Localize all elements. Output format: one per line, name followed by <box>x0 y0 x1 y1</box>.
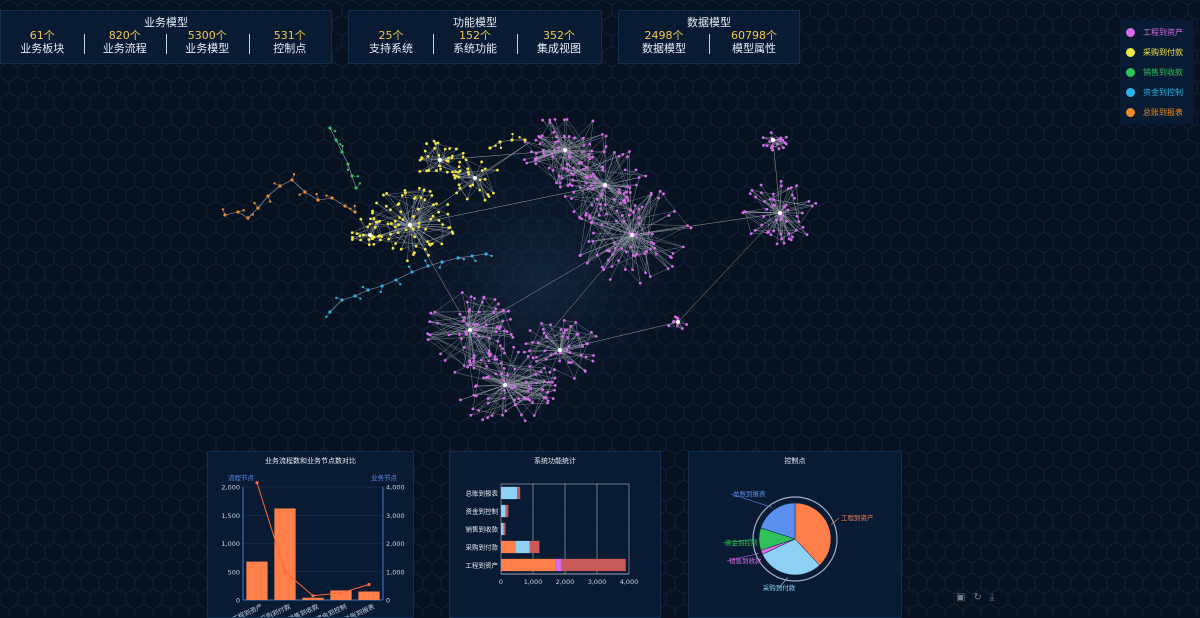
pie-slice-label: 工程到资产 <box>841 513 874 522</box>
x-tick-label: 0 <box>499 578 503 586</box>
y-left-tick-label: 500 <box>228 568 240 576</box>
bar <box>358 592 379 600</box>
y-tick-label: 总账到报表 <box>466 489 499 498</box>
graph-toolbar: ▣ ↻ ⤓ <box>956 592 994 603</box>
y-right-tick-label: 0 <box>386 597 390 605</box>
x-tick-label: 销售到收款 <box>287 601 321 617</box>
bar-segment <box>501 523 504 535</box>
bar-segment <box>501 487 517 499</box>
y-right-tick-label: 4,000 <box>386 484 405 492</box>
y-left-tick-label: 2,000 <box>221 484 240 492</box>
graph-links <box>223 119 816 420</box>
process-node-chart: 0 500 1,000 1,500 2,000 0 1,000 2,000 3,000 4,000… <box>208 452 413 617</box>
line-point <box>283 570 286 573</box>
x-tick-label: 总账到报表 <box>343 601 377 617</box>
x-tick-label: 2,000 <box>556 578 575 586</box>
bar <box>274 508 295 600</box>
y-right-tick-label: 1,000 <box>386 568 405 576</box>
line-point <box>311 594 314 597</box>
bar-segment <box>530 541 540 553</box>
system-function-chart: 0 1,000 2,000 3,000 4,000 工程到资产 采购到付款 销售到收款 资金到控… <box>450 452 660 617</box>
network-graph[interactable] <box>0 0 1200 450</box>
pie-slice-label: 销售到收款 <box>729 556 762 565</box>
bar-segment <box>504 523 506 535</box>
y-tick-label: 采购到付款 <box>466 543 499 552</box>
graph-nodes <box>222 118 818 422</box>
bar <box>246 562 267 600</box>
y-right-tick-label: 2,000 <box>386 540 405 548</box>
bar-segment <box>506 505 509 517</box>
bar <box>302 598 323 600</box>
bar-segment <box>501 541 515 553</box>
bar-segment <box>555 559 561 571</box>
x-tick-label: 1,000 <box>524 578 543 586</box>
pie-slice-label: 资金到控制 <box>725 538 758 547</box>
pie-slice-label: 采购到付款 <box>763 583 796 592</box>
bar-segment <box>517 487 520 499</box>
x-tick-label: 3,000 <box>588 578 607 586</box>
y-left-tick-label: 1,000 <box>221 540 240 548</box>
pie-slice-label: 总账到报表 <box>733 489 766 498</box>
x-tick-label: 资金到控制 <box>315 601 349 617</box>
x-tick-label: 4,000 <box>620 578 639 586</box>
bar-segment <box>501 559 555 571</box>
line-series <box>257 483 369 596</box>
refresh-icon[interactable]: ↻ <box>973 592 981 603</box>
bar-segment <box>501 505 506 517</box>
y-left-axis-label: 流程节点 <box>228 473 255 482</box>
y-left-tick-label: 1,500 <box>221 512 240 520</box>
line-point <box>367 583 370 586</box>
bar-segment <box>515 541 529 553</box>
y-tick-label: 销售到收款 <box>466 525 499 534</box>
download-icon[interactable]: ⤓ <box>990 592 994 603</box>
control-point-chart-panel: 控制点 工程到资产采购到付款销售到收款资金到控制总账到报表 <box>688 451 902 618</box>
x-tick-label: 采购到付款 <box>259 601 293 617</box>
line-point <box>339 591 342 594</box>
y-right-tick-label: 3,000 <box>386 512 405 520</box>
y-tick-label: 资金到控制 <box>466 507 499 516</box>
save-icon[interactable]: ▣ <box>956 592 965 603</box>
y-right-axis-label: 业务节点 <box>371 473 398 482</box>
y-left-tick-label: 0 <box>236 597 240 605</box>
y-tick-label: 工程到资产 <box>466 561 499 570</box>
line-point <box>255 481 258 484</box>
bar-segment <box>562 559 626 571</box>
